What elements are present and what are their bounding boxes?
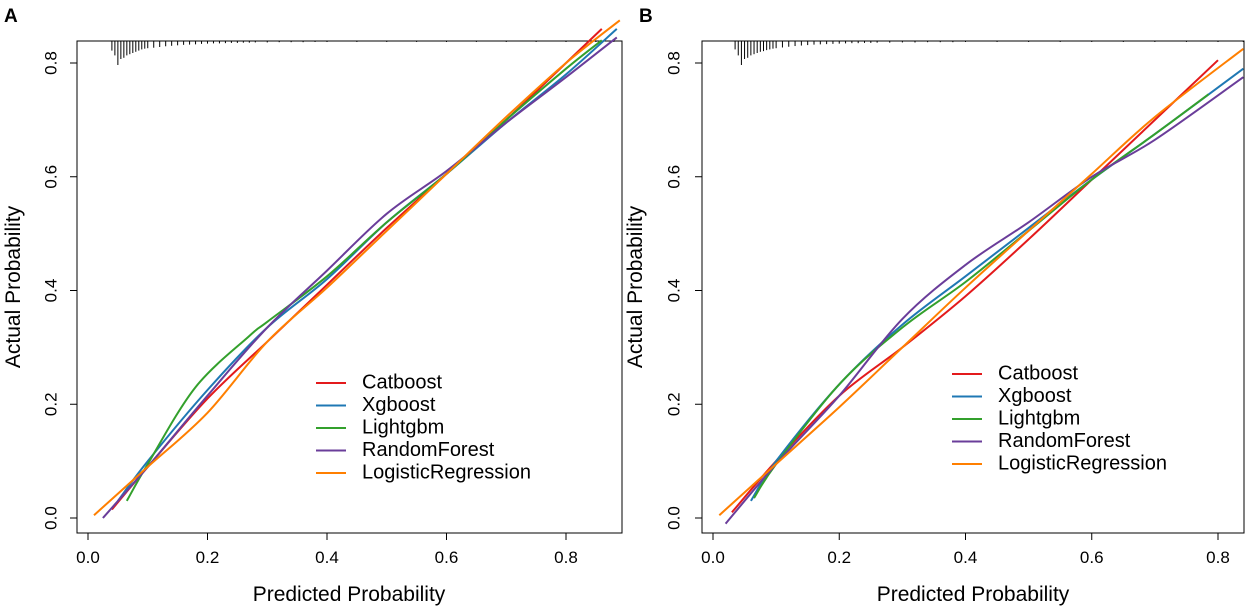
rug-b — [734, 40, 1244, 65]
panel-b: B 0.0 0.2 0.4 0.6 0.8 0.0 0.2 0.4 0.6 0.8 Predict… — [624, 6, 1245, 606]
legend-label-xgboost: Xgboost — [998, 385, 1072, 407]
panel-label-b: B — [639, 6, 653, 27]
x-tick-label-b: 0.8 — [1206, 548, 1230, 567]
panel-a: A 0.0 0.2 0.4 0.6 0.8 0.0 0.2 0.4 0.6 0.8 Predict… — [2, 6, 623, 606]
legend-b: CatboostXgboostLightgbmRandomForestLogis… — [952, 362, 1167, 474]
x-tick-label-b: 0.4 — [954, 548, 978, 567]
y-tick-label-a: 0.4 — [41, 279, 60, 303]
x-tick-label-a: 0.8 — [554, 548, 578, 567]
ticks-a: 0.0 0.2 0.4 0.6 0.8 0.0 0.2 0.4 0.6 0.8 — [41, 51, 577, 567]
rug-a — [111, 40, 622, 65]
y-axis-title-b: Actual Probability — [624, 205, 647, 368]
series-randomforest-line — [102, 36, 618, 519]
x-tick-label-a: 0.2 — [196, 548, 220, 567]
legend-label-catboost: Catboost — [362, 371, 442, 393]
series-logisticregression-line — [718, 48, 1244, 516]
series-catboost-line — [731, 59, 1219, 513]
x-tick-label-a: 0.0 — [76, 548, 100, 567]
y-tick-label-b: 0.4 — [664, 279, 683, 303]
x-tick-label-a: 0.4 — [315, 548, 339, 567]
y-tick-label-a: 0.2 — [41, 392, 60, 416]
curves-b — [718, 48, 1244, 525]
legend-label-randomforest: RandomForest — [362, 439, 495, 461]
legend-label-lightgbm: Lightgbm — [362, 416, 444, 438]
y-tick-label-a: 0.0 — [41, 506, 60, 530]
legend-label-randomforest: RandomForest — [998, 430, 1131, 452]
y-tick-label-b: 0.2 — [664, 392, 683, 416]
y-tick-label-b: 0.0 — [664, 506, 683, 530]
series-logisticregression-line — [93, 19, 621, 516]
x-axis-title-b: Predicted Probability — [877, 583, 1070, 606]
legend-label-catboost: Catboost — [998, 362, 1078, 384]
legend-label-xgboost: Xgboost — [362, 394, 436, 416]
legend-label-logisticregression: LogisticRegression — [362, 461, 531, 483]
legend-a: CatboostXgboostLightgbmRandomForestLogis… — [316, 371, 531, 483]
x-tick-label-b: 0.6 — [1080, 548, 1104, 567]
x-tick-label-a: 0.6 — [435, 548, 459, 567]
legend-label-lightgbm: Lightgbm — [998, 407, 1080, 429]
series-lightgbm-line — [125, 39, 603, 502]
legend-label-logisticregression: LogisticRegression — [998, 452, 1167, 474]
y-tick-label-b: 0.6 — [664, 165, 683, 189]
curves-a — [93, 19, 621, 519]
y-tick-label-b: 0.8 — [664, 51, 683, 75]
x-tick-label-b: 0.2 — [827, 548, 851, 567]
y-axis-title-a: Actual Probability — [2, 205, 25, 368]
series-lightgbm-line — [753, 93, 1210, 499]
ticks-b: 0.0 0.2 0.4 0.6 0.8 0.0 0.2 0.4 0.6 0.8 — [664, 51, 1229, 567]
y-tick-label-a: 0.6 — [41, 165, 60, 189]
x-tick-label-b: 0.0 — [701, 548, 725, 567]
series-randomforest-line — [724, 76, 1244, 525]
y-tick-label-a: 0.8 — [41, 51, 60, 75]
panel-label-a: A — [4, 6, 18, 27]
x-axis-title-a: Predicted Probability — [253, 583, 446, 606]
